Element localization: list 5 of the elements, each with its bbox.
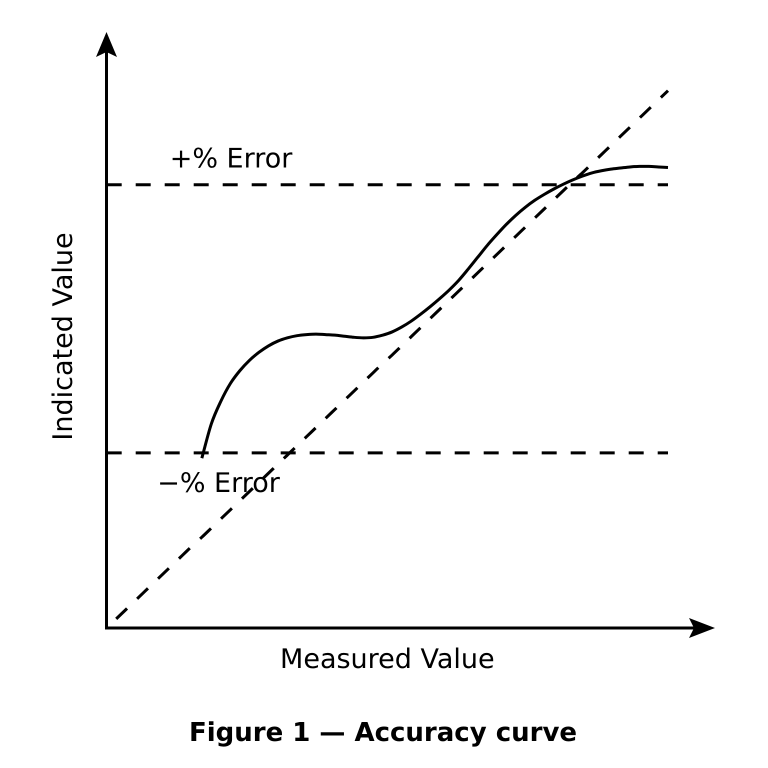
ref-line-label: −% Error	[157, 468, 281, 499]
y-axis-title: Indicated Value	[48, 232, 80, 441]
x-axis-title: Measured Value	[280, 644, 495, 676]
ref-line-label: +% Error	[170, 144, 294, 175]
text: Figure 1 — Accuracy curve	[188, 718, 578, 748]
